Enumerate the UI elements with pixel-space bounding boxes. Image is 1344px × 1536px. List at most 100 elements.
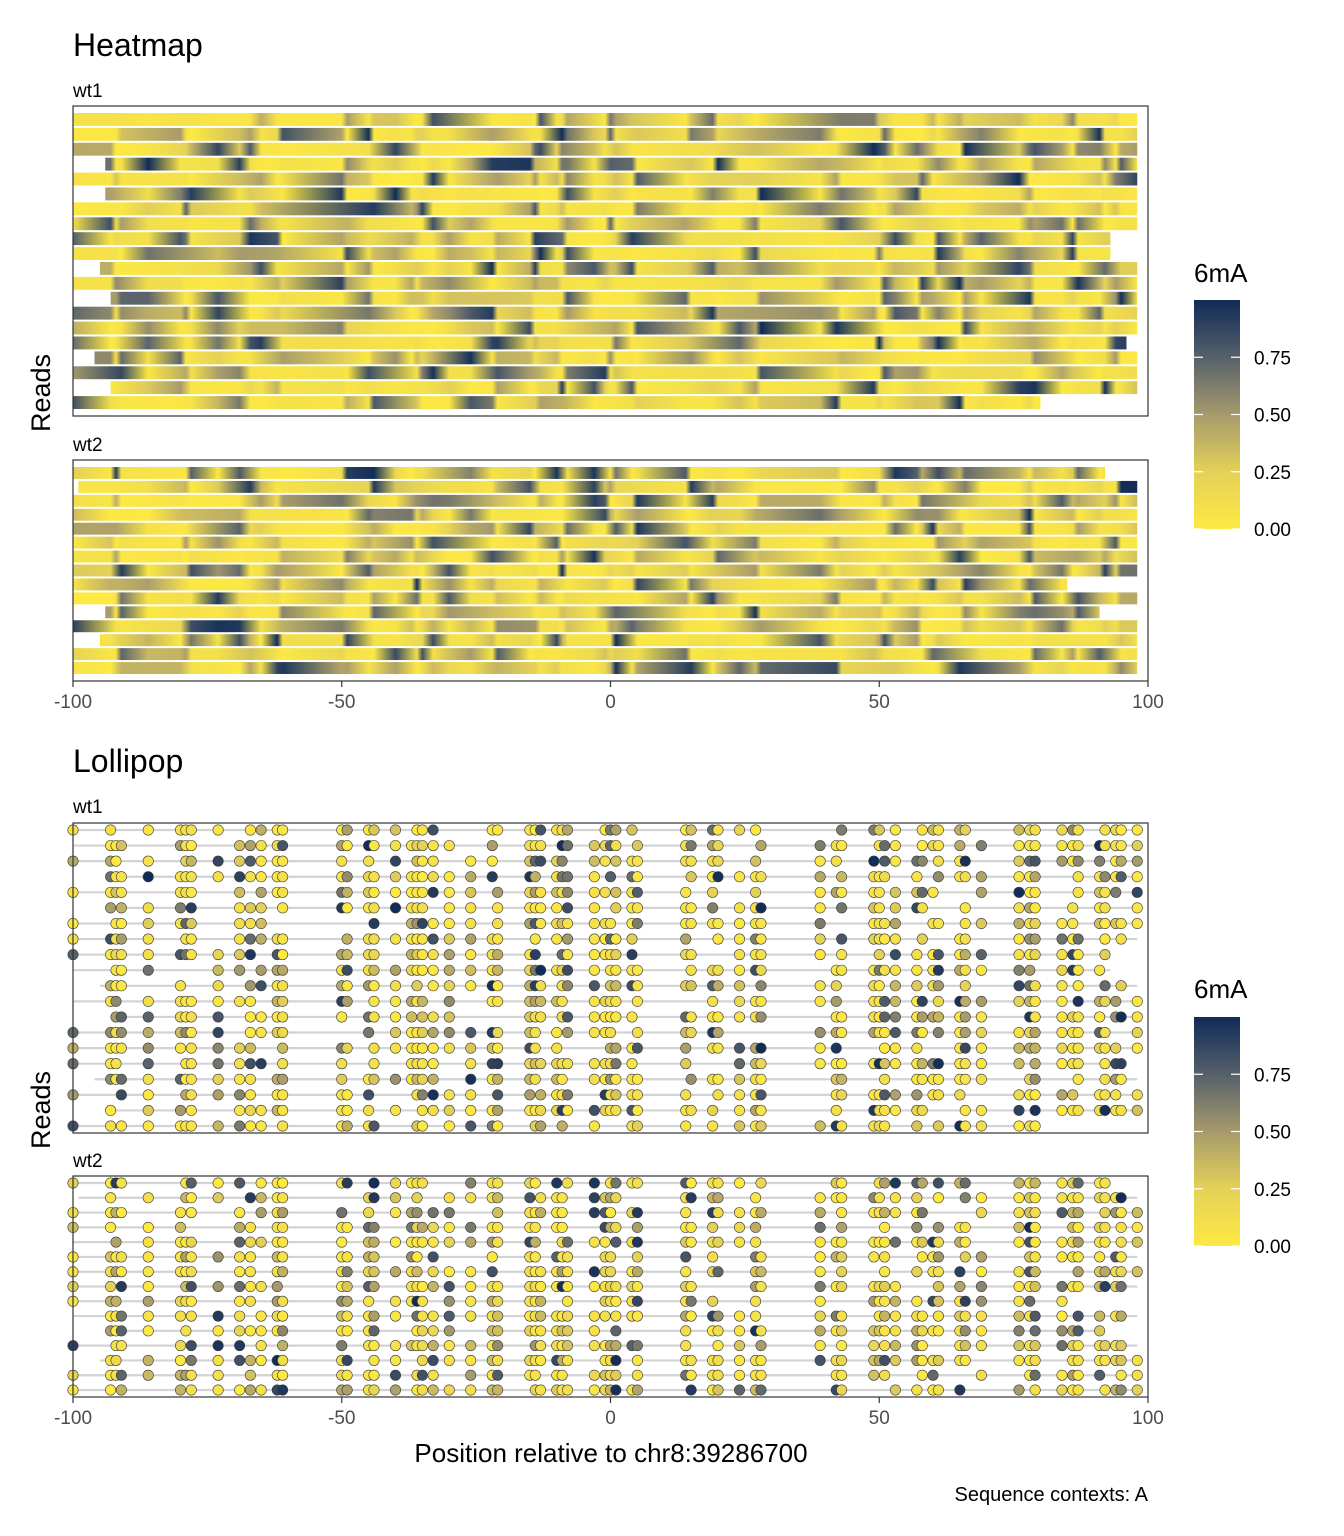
lollipop-site-point — [631, 1295, 643, 1307]
lollipop-site-point — [733, 1120, 745, 1132]
lollipop-site-point — [341, 1120, 353, 1132]
lollipop-site-point — [363, 1295, 375, 1307]
lollipop-site-point — [830, 1042, 842, 1054]
lollipop-site-point — [1072, 1266, 1084, 1278]
lollipop-site-point — [561, 1266, 573, 1278]
lollipop-site-point — [1029, 855, 1041, 867]
lollipop-site-point — [443, 1011, 455, 1023]
lollipop-site-point — [588, 995, 600, 1007]
lollipop-site-point — [1029, 1089, 1041, 1101]
lollipop-site-point — [1029, 1011, 1041, 1023]
lollipop-site-point — [492, 902, 504, 914]
lollipop-site-point — [561, 1104, 573, 1116]
lollipop-site-point — [631, 1310, 643, 1322]
lollipop-site-point — [368, 1042, 380, 1054]
lollipop-site-point — [185, 1310, 197, 1322]
lollipop-site-point — [680, 1340, 692, 1352]
lollipop-site-point — [212, 1027, 224, 1039]
lollipop-site-point — [212, 824, 224, 836]
lollipop-site-point — [1099, 1281, 1111, 1293]
lollipop-site-point — [1099, 871, 1111, 883]
lollipop-site-point — [234, 1281, 246, 1293]
lollipop-site-point — [631, 886, 643, 898]
lollipop-site-point — [277, 964, 289, 976]
lollipop-site-point — [427, 840, 439, 852]
lollipop-site-point — [631, 1104, 643, 1116]
lollipop-site-point — [814, 1207, 826, 1219]
lollipop-site-point — [916, 840, 928, 852]
lollipop-site-point — [1115, 1073, 1127, 1085]
lollipop-site-point — [610, 1221, 622, 1233]
lollipop-site-point — [1115, 855, 1127, 867]
lollipop-site-point — [465, 1104, 477, 1116]
lollipop-site-point — [389, 886, 401, 898]
lollipop-site-point — [1013, 1042, 1025, 1054]
lollipop-site-point — [368, 1192, 380, 1204]
lollipop-site-point — [1056, 1089, 1068, 1101]
lollipop-site-point — [836, 1221, 848, 1233]
lollipop-panel-wt2-strip: wt2 — [72, 1151, 103, 1172]
heatmap-read-row — [94, 351, 1138, 365]
lollipop-site-point — [707, 1104, 719, 1116]
lollipop-site-point — [932, 995, 944, 1007]
lollipop-site-point — [680, 1207, 692, 1219]
lollipop-site-point — [610, 1354, 622, 1366]
lollipop-site-point — [427, 1266, 439, 1278]
lollipop-site-point — [535, 1058, 547, 1070]
lollipop-site-point — [486, 855, 498, 867]
lollipop-site-point — [975, 1325, 987, 1337]
x-tick-label: 0 — [605, 1408, 616, 1429]
lollipop-site-point — [535, 917, 547, 929]
lollipop-site-point — [416, 917, 428, 929]
lollipop-site-point — [277, 1295, 289, 1307]
lollipop-site-point — [1013, 1104, 1025, 1116]
lollipop-site-point — [975, 1295, 987, 1307]
lollipop-site-point — [212, 1192, 224, 1204]
lollipop-site-point — [814, 1354, 826, 1366]
lollipop-site-point — [175, 1354, 187, 1366]
lollipop-site-point — [879, 1369, 891, 1381]
lollipop-site-point — [733, 1104, 745, 1116]
lollipop-site-point — [631, 871, 643, 883]
lollipop-site-point — [212, 1177, 224, 1189]
lollipop-site-point — [879, 1236, 891, 1248]
lollipop-site-point — [142, 1192, 154, 1204]
lollipop-site-point — [1115, 1354, 1127, 1366]
lollipop-site-point — [427, 1089, 439, 1101]
lollipop-site-point — [185, 1192, 197, 1204]
lollipop-site-point — [631, 1281, 643, 1293]
heatmap-read-row — [73, 592, 1138, 605]
lollipop-site-point — [212, 1042, 224, 1054]
lollipop-site-point — [416, 1295, 428, 1307]
lollipop-site-point — [733, 1042, 745, 1054]
lollipop-site-point — [975, 917, 987, 929]
lollipop-site-point — [733, 933, 745, 945]
lollipop-site-point — [814, 1120, 826, 1132]
lollipop-site-point — [443, 964, 455, 976]
lollipop-site-point — [443, 1281, 455, 1293]
lollipop-site-point — [115, 840, 127, 852]
lollipop-site-point — [185, 1236, 197, 1248]
lollipop-site-point — [1029, 1221, 1041, 1233]
lollipop-site-point — [1013, 1384, 1025, 1396]
lollipop-site-point — [185, 1340, 197, 1352]
lollipop-site-point — [975, 949, 987, 961]
lollipop-site-point — [879, 1207, 891, 1219]
lollipop-site-point — [535, 1120, 547, 1132]
heatmap-read-row — [73, 321, 1138, 335]
lollipop-site-point — [389, 1295, 401, 1307]
lollipop-site-point — [212, 1369, 224, 1381]
lollipop-site-point — [889, 855, 901, 867]
lollipop-site-point — [244, 1058, 256, 1070]
lollipop-site-point — [561, 1058, 573, 1070]
lollipop-site-point — [244, 1266, 256, 1278]
lollipop-site-point — [889, 1177, 901, 1189]
lollipop-site-point — [1115, 1266, 1127, 1278]
lollipop-site-point — [142, 1221, 154, 1233]
lollipop-site-point — [277, 1027, 289, 1039]
lollipop-site-point — [873, 886, 885, 898]
lollipop-site-point — [755, 1251, 767, 1263]
lollipop-site-point — [680, 1120, 692, 1132]
lollipop-site-point — [368, 1266, 380, 1278]
lollipop-site-point — [185, 1369, 197, 1381]
